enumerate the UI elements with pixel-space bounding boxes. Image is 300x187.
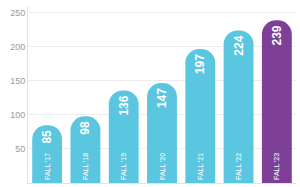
svg-text:FALL '17: FALL '17 — [44, 153, 51, 180]
svg-text:197: 197 — [193, 54, 207, 74]
svg-text:FALL '21: FALL '21 — [197, 153, 204, 180]
svg-text:200: 200 — [10, 42, 25, 52]
svg-text:85: 85 — [40, 130, 54, 144]
svg-text:50: 50 — [15, 144, 25, 154]
svg-text:FALL '22: FALL '22 — [235, 153, 242, 180]
svg-text:FALL '20: FALL '20 — [159, 153, 166, 180]
svg-text:FALL '19: FALL '19 — [120, 153, 127, 180]
svg-text:150: 150 — [10, 76, 25, 86]
svg-text:100: 100 — [10, 110, 25, 120]
svg-text:147: 147 — [155, 88, 169, 108]
svg-text:224: 224 — [232, 35, 246, 55]
svg-text:250: 250 — [10, 8, 25, 18]
svg-text:FALL '23: FALL '23 — [273, 153, 280, 180]
svg-text:98: 98 — [78, 121, 92, 135]
svg-text:FALL '18: FALL '18 — [82, 153, 89, 180]
svg-text:239: 239 — [270, 25, 284, 45]
svg-text:136: 136 — [117, 95, 131, 115]
